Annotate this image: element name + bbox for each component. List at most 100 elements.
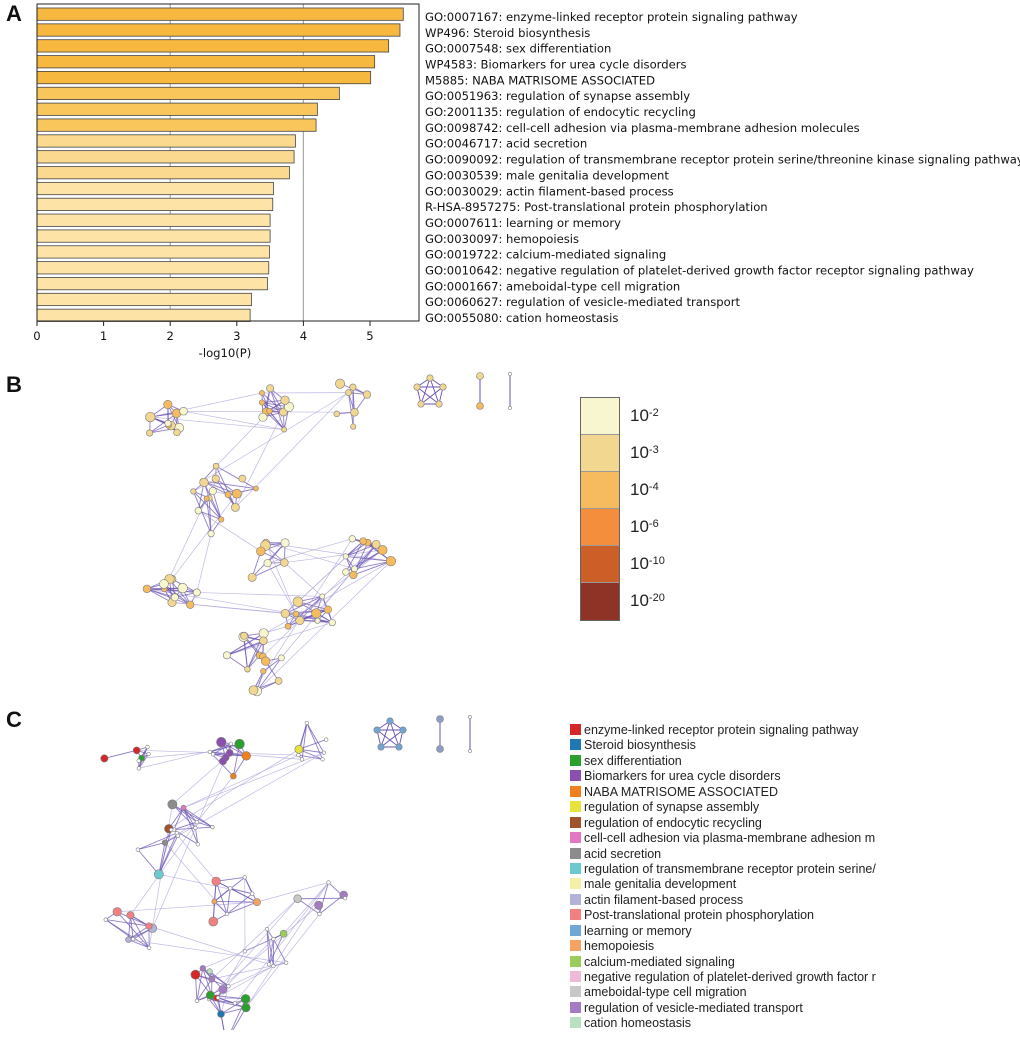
network-node (228, 886, 233, 891)
network-node (349, 570, 358, 580)
bar (36, 245, 270, 259)
network-node (266, 384, 275, 393)
legend-label: cell-cell adhesion via plasma-membrane a… (584, 831, 876, 846)
network-node (328, 618, 336, 627)
network-node (238, 474, 247, 483)
network-node (241, 1003, 251, 1013)
legend-label: NABA MATRISOME ASSOCIATED (584, 784, 779, 799)
x-tick-label: 4 (300, 329, 307, 343)
network-node (177, 583, 188, 594)
network-node (241, 751, 251, 761)
network-node (280, 538, 290, 548)
network-node (222, 651, 231, 660)
bar-label: GO:0030539: male genitalia development (425, 168, 669, 182)
network-node (207, 749, 213, 754)
network-node (145, 411, 156, 423)
scale-swatch (581, 546, 619, 583)
network-node (167, 799, 178, 810)
legend-swatch (570, 754, 581, 766)
legend-item: Post-translational protein phosphorylati… (570, 908, 902, 923)
network-node (232, 488, 242, 499)
network-node (267, 962, 272, 967)
network-node (159, 579, 169, 589)
network-node (281, 426, 287, 433)
network-node (230, 772, 237, 780)
network-node (326, 880, 331, 885)
network-node (215, 995, 221, 1000)
legend-swatch (570, 986, 581, 998)
network-colored-by-pvalue (142, 372, 512, 697)
legend-swatch (570, 1017, 581, 1029)
network-node (203, 495, 210, 502)
legend-item: Steroid biosynthesis (570, 738, 902, 753)
network-node (293, 894, 302, 903)
x-tick-label: 2 (167, 329, 174, 343)
legend-item: regulation of transmembrane receptor pro… (570, 862, 902, 877)
network-node (226, 984, 231, 989)
legend-swatch (570, 847, 581, 859)
bar-label: GO:0030097: hemopoiesis (425, 232, 579, 246)
bar (36, 166, 290, 180)
legend-swatch (570, 724, 581, 735)
legend-label: regulation of synapse assembly (584, 800, 760, 815)
network-node (208, 975, 216, 983)
network-node (263, 559, 272, 568)
legend-label: regulation of transmembrane receptor pro… (584, 861, 876, 876)
network-node (194, 998, 199, 1003)
network-node (314, 617, 321, 624)
legend-label: hemopoiesis (584, 939, 655, 954)
network-node (131, 936, 136, 942)
bar-label: M5885: NABA MATRISOME ASSOCIATED (425, 73, 655, 87)
network-node (259, 390, 265, 396)
legend-item: ameboidal-type cell migration (570, 985, 902, 1000)
cluster-legend: enzyme-linked receptor protein signaling… (570, 723, 902, 1032)
network-node (217, 1010, 225, 1018)
bar (36, 197, 274, 211)
network-node (211, 474, 220, 483)
scale-label: 10-4 (630, 480, 659, 499)
network-node (125, 936, 132, 943)
bar (36, 292, 252, 307)
pvalue-scale-labels: 10-2 10-3 10-4 10-6 10-10 10-20 (630, 397, 665, 619)
network-node (199, 477, 209, 488)
legend-swatch (570, 909, 581, 921)
network-node (145, 922, 153, 930)
legend-swatch (570, 739, 581, 751)
network-node (153, 869, 164, 880)
legend-swatch (570, 832, 581, 844)
legend-item: calcium-mediated signaling (570, 955, 902, 970)
legend-label: Post-translational protein phosphorylati… (584, 908, 814, 923)
network-node (311, 608, 322, 619)
network-node (271, 963, 276, 969)
bar (36, 7, 404, 21)
bar (36, 71, 372, 85)
legend-label: calcium-mediated signaling (584, 954, 735, 969)
network-node (175, 833, 180, 838)
network-node (242, 949, 248, 954)
legend-item: regulation of endocytic recycling (570, 816, 902, 831)
network-node (173, 428, 181, 437)
network-node (126, 911, 135, 920)
network-node (216, 737, 227, 748)
bar-label: WP496: Steroid biosynthesis (425, 26, 590, 40)
network-node (348, 535, 356, 543)
network-node (218, 985, 228, 994)
network-node (163, 400, 173, 410)
bar (36, 102, 318, 116)
legend-label: actin filament-based process (584, 892, 744, 907)
network-node (208, 916, 219, 927)
network-node (100, 754, 109, 763)
network-node (218, 516, 225, 523)
bar-label: GO:0019722: calcium-mediated signaling (425, 248, 666, 262)
network-node (186, 600, 195, 609)
network-nodes (142, 378, 397, 697)
network-node (208, 487, 217, 495)
bar-label: GO:0007167: enzyme-linked receptor prote… (425, 10, 798, 24)
bar-label: GO:0090092: regulation of transmembrane … (425, 153, 1020, 167)
network-node (294, 745, 304, 754)
scale-label: 10-2 (630, 406, 659, 425)
legend-item: hemopoiesis (570, 939, 902, 954)
network-node (261, 656, 271, 666)
legend-item: sex differentiation (570, 754, 902, 769)
network-node (212, 462, 220, 470)
